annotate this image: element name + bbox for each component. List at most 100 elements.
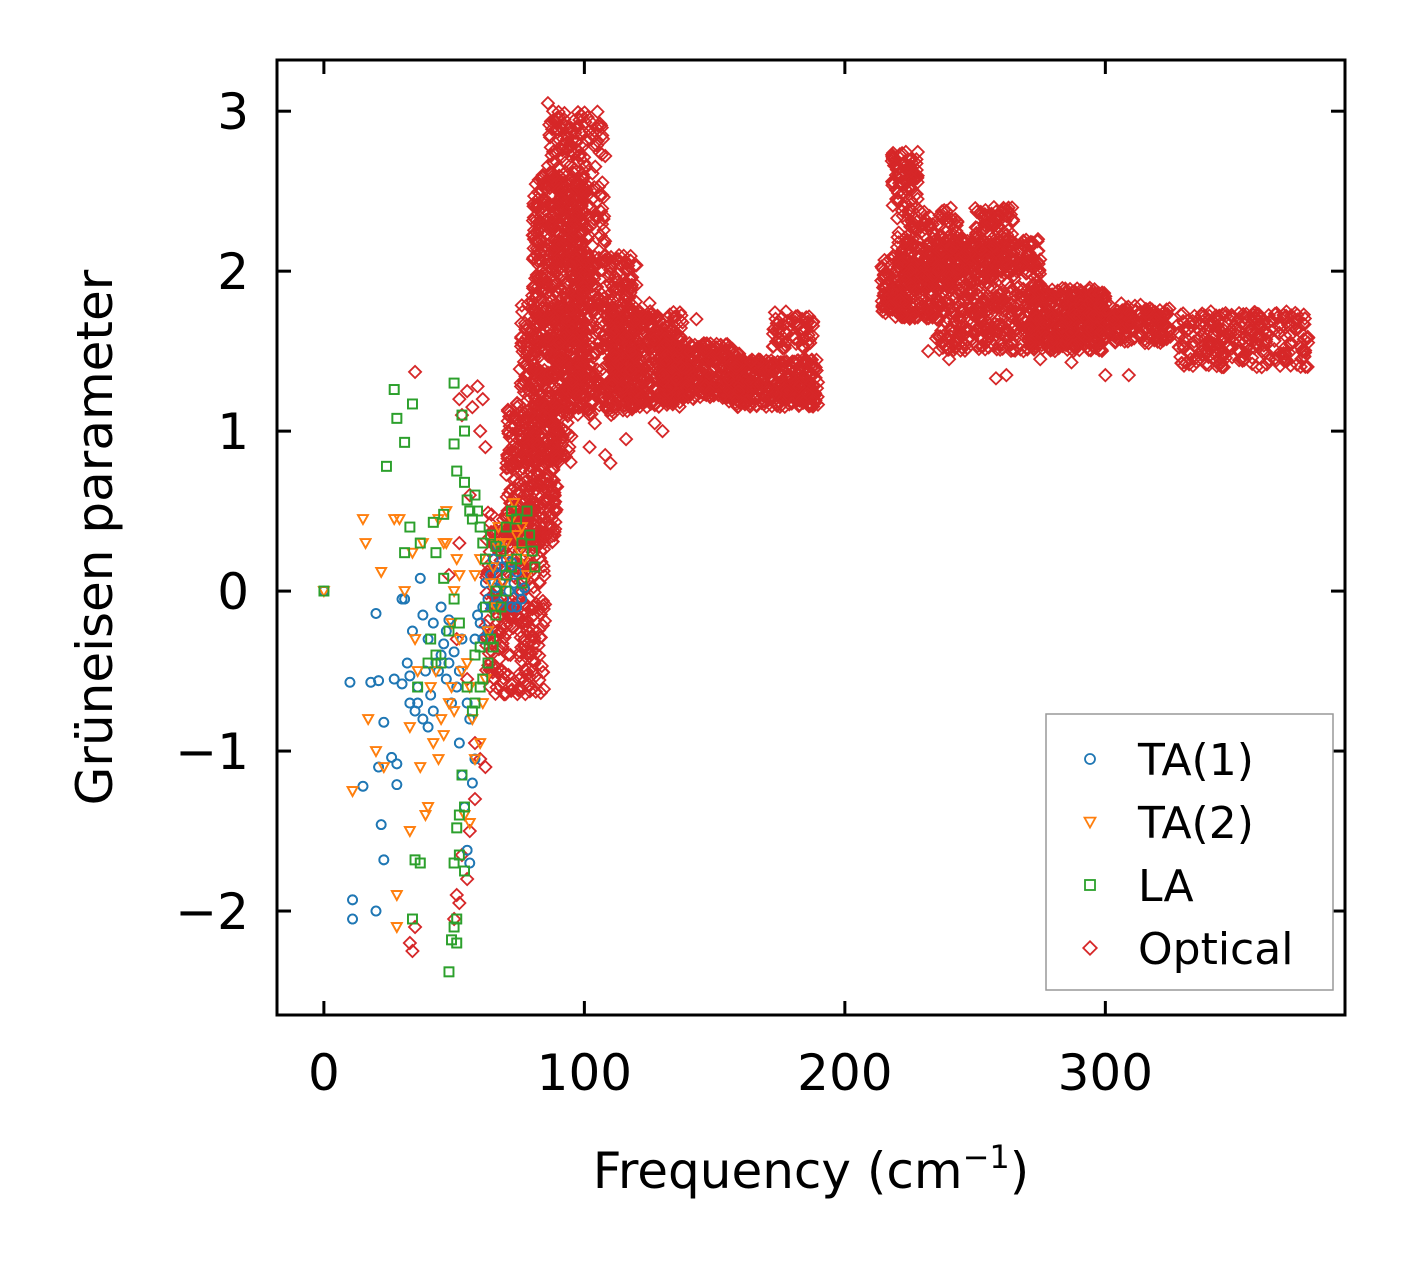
data-point	[719, 336, 735, 352]
data-point	[805, 367, 820, 382]
data-point	[885, 250, 901, 266]
data-point	[547, 365, 563, 381]
data-point	[629, 257, 644, 273]
data-point	[535, 593, 551, 609]
data-point	[714, 364, 730, 380]
data-point	[912, 295, 927, 311]
data-point	[773, 369, 789, 384]
data-point	[490, 615, 506, 630]
data-point	[603, 329, 619, 345]
data-point	[900, 240, 916, 256]
data-point	[791, 379, 807, 394]
data-point	[454, 847, 470, 863]
data-point	[571, 388, 587, 404]
data-point	[772, 399, 788, 415]
data-point	[699, 336, 715, 351]
data-point	[544, 381, 560, 397]
data-point	[599, 294, 614, 309]
data-point	[511, 682, 526, 698]
data-point	[520, 646, 536, 661]
data-point	[1121, 367, 1137, 383]
data-point	[526, 330, 541, 346]
data-point	[539, 455, 555, 470]
data-point	[1043, 295, 1059, 310]
data-point	[620, 291, 636, 307]
data-point	[531, 394, 547, 410]
data-point	[462, 823, 478, 839]
data-point	[505, 551, 521, 567]
data-point	[515, 344, 530, 359]
data-point	[1033, 299, 1048, 315]
data-point	[984, 270, 1000, 285]
data-point	[605, 347, 621, 363]
data-point	[1023, 330, 1039, 345]
data-point	[580, 402, 595, 418]
data-point	[639, 365, 654, 381]
data-point	[405, 943, 420, 959]
data-point	[569, 288, 585, 304]
data-point	[526, 334, 542, 350]
data-point	[539, 400, 555, 416]
data-point	[672, 340, 687, 355]
data-point	[546, 218, 562, 234]
data-point	[1038, 329, 1054, 345]
data-point	[523, 400, 539, 415]
data-point	[1028, 295, 1044, 311]
data-point	[531, 371, 547, 387]
data-point	[559, 256, 575, 272]
data-point	[677, 361, 693, 376]
data-point	[1021, 248, 1037, 263]
data-point	[618, 255, 634, 271]
data-point	[544, 534, 560, 550]
data-point	[779, 354, 794, 370]
data-point	[907, 256, 922, 272]
data-point	[1051, 313, 1066, 329]
data-point	[964, 281, 979, 297]
data-point	[521, 600, 536, 615]
data-point	[911, 251, 927, 267]
data-point	[514, 653, 529, 669]
data-point	[698, 378, 714, 393]
data-point	[488, 686, 503, 702]
data-point	[537, 268, 553, 283]
data-point	[559, 251, 575, 267]
data-point	[799, 386, 815, 402]
data-point	[592, 326, 608, 341]
data-point	[673, 320, 689, 336]
data-point	[611, 369, 627, 385]
data-point	[512, 648, 527, 664]
data-point	[779, 383, 795, 399]
data-point	[733, 395, 749, 411]
data-point	[984, 240, 999, 255]
data-point	[582, 358, 598, 374]
data-point	[682, 387, 697, 402]
data-point	[993, 310, 1008, 325]
data-point	[802, 335, 818, 351]
data-point	[630, 329, 646, 345]
data-point	[988, 370, 1004, 386]
data-point	[660, 319, 676, 334]
data-point	[540, 329, 555, 345]
data-point	[932, 236, 948, 251]
data-point	[446, 911, 462, 927]
data-point	[607, 397, 623, 412]
data-point	[761, 363, 777, 379]
data-point	[554, 437, 570, 453]
data-point	[783, 368, 798, 384]
data-point	[526, 579, 541, 595]
data-point	[620, 362, 636, 377]
data-point	[547, 521, 563, 537]
data-point	[578, 387, 594, 403]
data-point	[623, 280, 639, 295]
data-point	[891, 225, 907, 241]
data-point	[589, 209, 604, 225]
data-point	[792, 397, 807, 412]
data-point	[885, 177, 900, 193]
data-point	[551, 354, 567, 369]
data-point	[973, 338, 989, 354]
data-point	[980, 315, 996, 330]
data-point	[467, 791, 483, 807]
data-point	[1032, 351, 1048, 367]
data-point	[526, 188, 542, 204]
data-point	[737, 396, 753, 412]
